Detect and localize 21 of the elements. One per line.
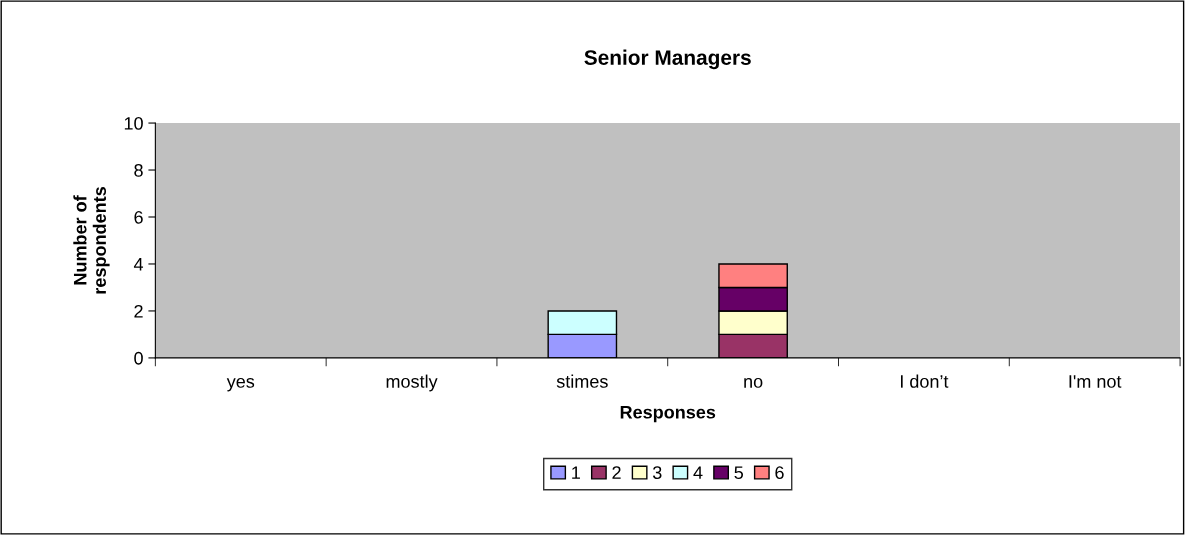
y-tick-label: 2 (134, 304, 143, 318)
x-axis-title: Responses (620, 405, 716, 423)
legend-label: 4 (693, 466, 703, 479)
legend-label: 2 (612, 466, 621, 479)
y-tick-label: 8 (134, 163, 143, 177)
x-tick-label: no (744, 377, 763, 388)
chart-title: Senior Managers (584, 49, 751, 70)
x-tick-label: I'm not (1069, 375, 1122, 388)
x-tick-label: yes (226, 377, 255, 392)
legend-label: 3 (652, 466, 662, 480)
legend-label: 1 (572, 466, 580, 479)
y-tick-label: 6 (134, 210, 143, 224)
x-tick-label: I don’t (900, 374, 949, 388)
y-tick-label: 10 (124, 116, 143, 130)
y-axis-title: Number of respondents (73, 187, 110, 294)
x-tick-label: stimes (556, 374, 608, 388)
y-tick-label: 4 (133, 258, 144, 271)
y-tick-label: 0 (134, 351, 143, 365)
x-tick-label: mostly (386, 374, 438, 392)
legend-label: 5 (734, 466, 744, 480)
legend-label: 6 (775, 466, 784, 480)
